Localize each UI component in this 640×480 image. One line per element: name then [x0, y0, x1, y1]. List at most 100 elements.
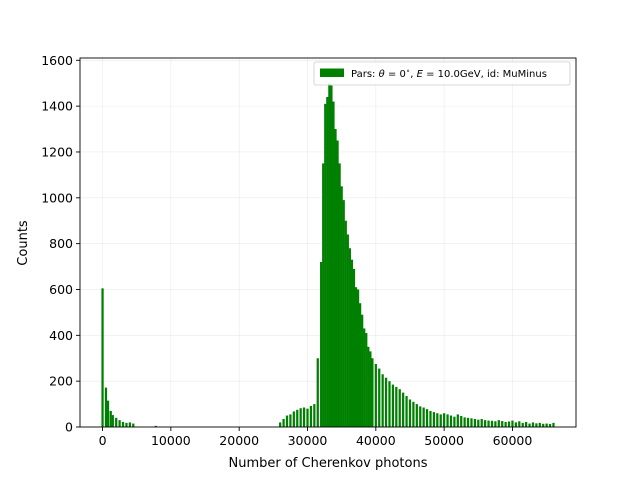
histogram-bar [552, 422, 555, 427]
histogram-bar [299, 408, 302, 427]
histogram-bar [497, 420, 500, 427]
x-tick-label: 40000 [356, 433, 396, 448]
histogram-bar [514, 422, 518, 427]
histogram-bar [490, 420, 494, 427]
histogram-bar [548, 424, 552, 427]
histogram-bar [432, 412, 436, 427]
histogram-bar [398, 389, 401, 427]
histogram-bar [518, 421, 521, 427]
histogram-bar [154, 425, 157, 427]
y-tick-label: 800 [49, 236, 73, 251]
histogram-bar [422, 407, 425, 427]
histogram-bar [501, 421, 504, 427]
histogram-bar [453, 416, 456, 427]
histogram-bar [296, 409, 299, 427]
histogram-bar [439, 414, 442, 427]
x-axis-ticks: 0 10000 20000 30000 40000 50000 60000 [99, 427, 533, 448]
histogram-bar [125, 422, 128, 427]
histogram-bar [545, 423, 548, 427]
histogram-bar [328, 83, 331, 427]
histogram-bar [371, 358, 374, 427]
y-tick-label: 0 [65, 420, 73, 435]
histogram-bar [511, 420, 514, 427]
y-tick-label: 200 [49, 374, 73, 389]
histogram-bar [477, 419, 480, 427]
bars [101, 83, 555, 428]
x-tick-label: 50000 [424, 433, 464, 448]
histogram-bar [313, 404, 316, 427]
histogram-bar [354, 287, 358, 427]
histogram-bar [507, 421, 511, 427]
y-tick-label: 1400 [41, 99, 73, 114]
histogram-bar [316, 358, 319, 427]
y-tick-label: 400 [49, 328, 73, 343]
legend-box [313, 61, 571, 86]
histogram-bar [528, 423, 531, 427]
histogram-bar [504, 421, 507, 427]
histogram-bar [334, 129, 337, 427]
histogram-bar [282, 418, 285, 427]
histogram-bar [412, 401, 415, 427]
histogram-bar [388, 381, 391, 427]
x-tick-label: 60000 [493, 433, 533, 448]
histogram-bar [524, 421, 528, 427]
histogram-bar [361, 314, 364, 427]
histogram-bar [109, 410, 112, 427]
histogram-bar [384, 377, 388, 427]
histogram-bar [494, 421, 497, 427]
histogram-bar [391, 384, 395, 427]
histogram-bar [358, 303, 362, 427]
histogram-bar [369, 351, 372, 427]
y-tick-label: 1000 [41, 190, 73, 205]
histogram-bar [292, 411, 295, 427]
histogram-bar [470, 418, 473, 427]
histogram-bar [460, 415, 463, 427]
histogram-bar [132, 423, 135, 427]
histogram-bar [402, 392, 405, 427]
histogram-bar [348, 248, 351, 427]
histogram-bar [336, 140, 339, 427]
histogram-bar [473, 418, 477, 427]
histogram-bar [365, 333, 368, 427]
histogram-bar [101, 288, 104, 427]
x-tick-label: 0 [99, 433, 107, 448]
legend-swatch [320, 68, 344, 77]
histogram-bar [111, 415, 114, 427]
histogram-bar [367, 346, 370, 427]
y-axis-label: Counts [16, 220, 31, 266]
histogram-bar [326, 96, 329, 427]
histogram-bar [350, 259, 354, 427]
histogram-bar [356, 289, 360, 427]
histogram-bar [395, 386, 398, 427]
histogram-bar [415, 404, 418, 427]
histogram-bar [521, 422, 524, 427]
histogram-bar [340, 186, 343, 427]
histogram-bar [436, 413, 439, 427]
histogram-bar [446, 414, 449, 427]
histogram-bar [363, 328, 366, 427]
histogram-bar [425, 409, 429, 427]
histogram-bar [128, 422, 132, 427]
histogram-bar [405, 396, 408, 427]
y-tick-label: 1200 [41, 144, 73, 159]
histogram-bar [332, 101, 335, 428]
histogram-bar [480, 418, 483, 427]
histogram-bar [320, 261, 323, 427]
histogram-bar [374, 363, 377, 427]
histogram-bar [449, 415, 453, 427]
x-tick-label: 30000 [288, 433, 328, 448]
histogram-bar [342, 200, 345, 427]
histogram-bar [302, 407, 306, 427]
histogram-bar [466, 417, 470, 427]
histogram-bar [322, 163, 325, 427]
x-tick-label: 10000 [151, 433, 191, 448]
histogram-bar [115, 417, 118, 427]
histogram-bar [352, 268, 356, 427]
histogram-bar [324, 103, 327, 428]
histogram-bar [104, 387, 108, 427]
histogram-bar [484, 420, 487, 427]
histogram-bar [106, 400, 110, 427]
plot-frame [79, 57, 577, 428]
histogram-bar [344, 220, 347, 427]
